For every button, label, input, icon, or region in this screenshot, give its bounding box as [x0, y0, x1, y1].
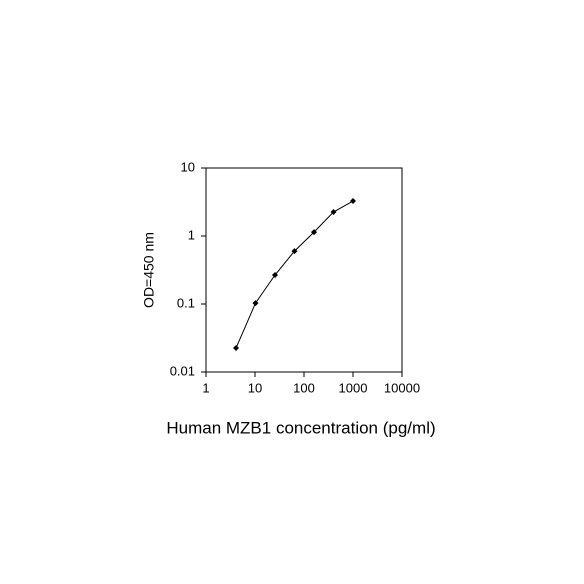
- data-point: [291, 248, 298, 255]
- data-point: [330, 209, 337, 216]
- data-point: [233, 345, 240, 352]
- plot-frame: [205, 167, 403, 373]
- x-tick-label: 1: [202, 380, 209, 395]
- y-tick-label: 0.01: [170, 363, 195, 378]
- y-tick-label: 0.1: [177, 295, 195, 310]
- x-axis-label: Human MZB1 concentration (pg/ml): [166, 418, 435, 437]
- series-line: [235, 200, 354, 349]
- data-point: [272, 271, 279, 278]
- data-point: [252, 300, 259, 307]
- y-tick-label: 1: [188, 227, 195, 242]
- y-tick-label: 10: [181, 159, 195, 174]
- x-tick-label: 10000: [384, 380, 420, 395]
- y-axis-label: OD=450 nm: [141, 232, 157, 308]
- data-point: [311, 229, 318, 236]
- x-tick-label: 1000: [339, 380, 368, 395]
- x-tick-label: 10: [248, 380, 262, 395]
- data-point: [350, 198, 356, 205]
- x-tick-label: 100: [293, 380, 315, 395]
